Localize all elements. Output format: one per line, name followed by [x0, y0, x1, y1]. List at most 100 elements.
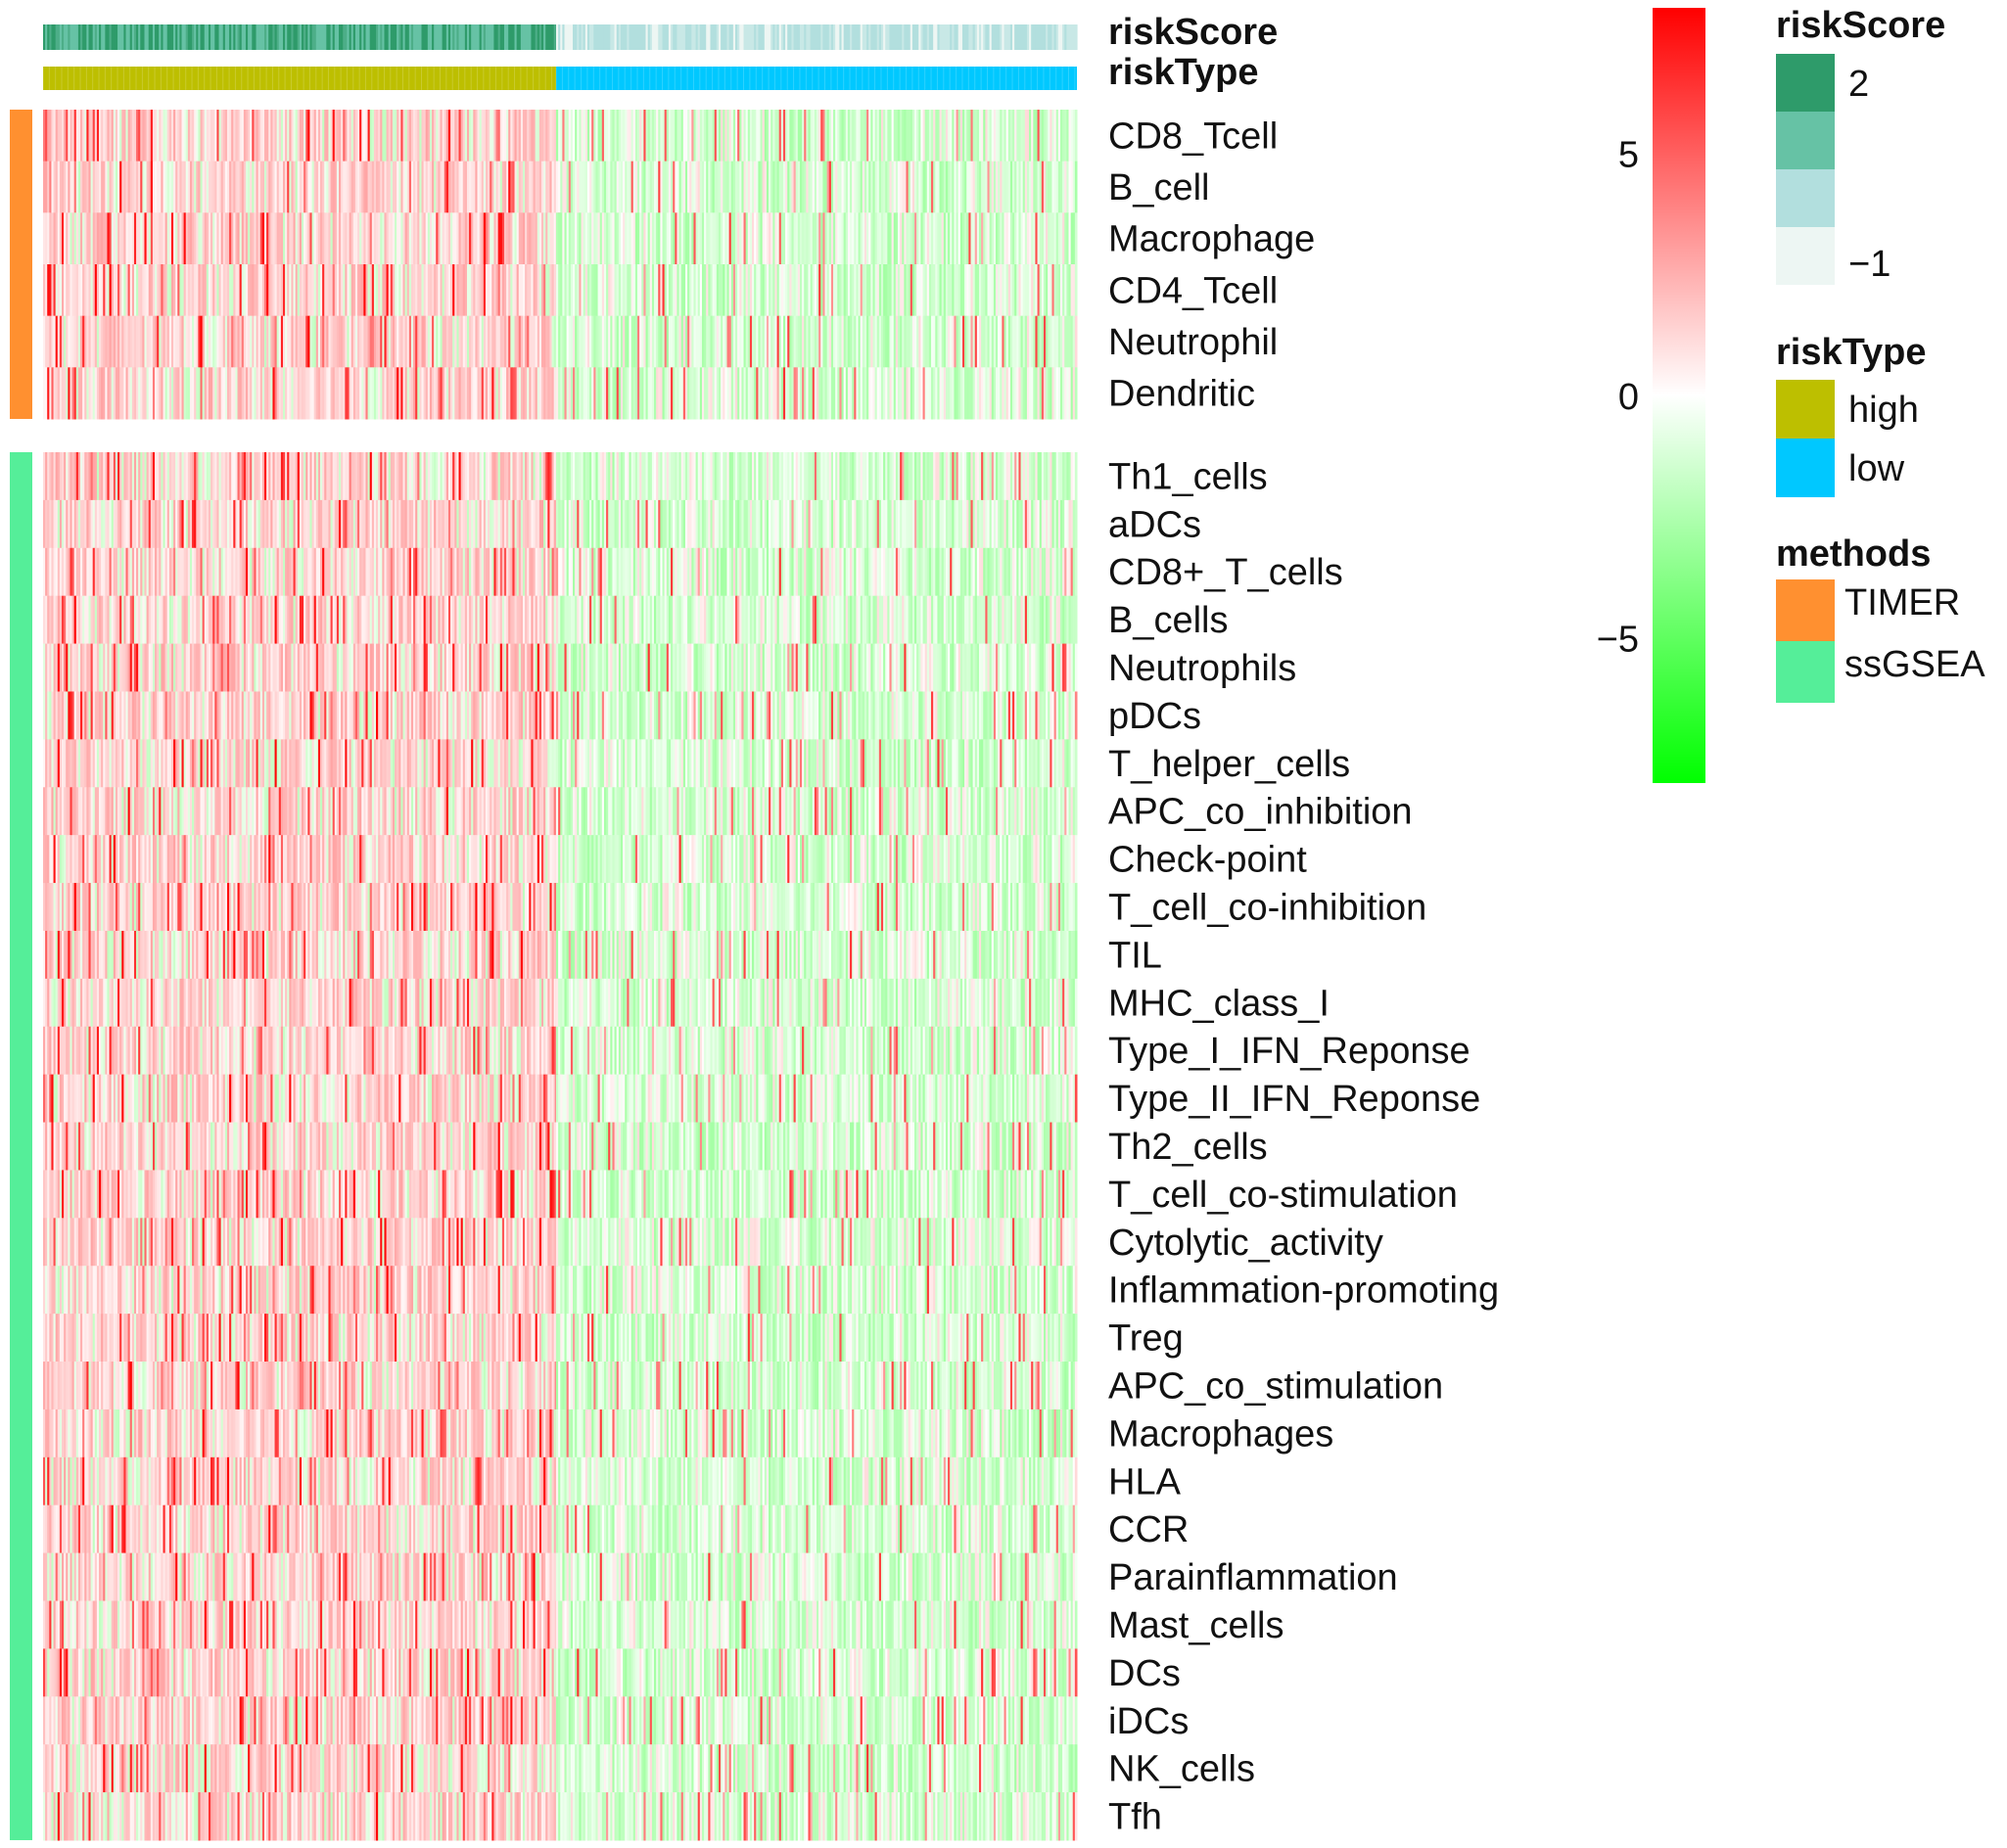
heatmap-cell [1033, 264, 1036, 317]
heatmap-cell [795, 452, 799, 501]
heatmap-cell [235, 547, 239, 597]
heatmap-cell [870, 499, 873, 549]
heatmap-cell [1007, 452, 1011, 501]
heatmap-cell [966, 110, 969, 162]
heatmap-cell [601, 367, 605, 420]
heatmap-cell [1009, 161, 1013, 213]
heatmap-cell [159, 212, 162, 265]
riskscore-cell [315, 24, 319, 50]
heatmap-cell [263, 315, 267, 368]
heatmap-cell [66, 110, 69, 162]
heatmap-cell [440, 547, 443, 597]
heatmap-cell [173, 367, 176, 420]
heatmap-cell [689, 499, 692, 549]
heatmap-cell [499, 212, 503, 265]
heatmap-cell [518, 161, 522, 213]
riskscore-cell [495, 24, 499, 50]
heatmap-cell [488, 547, 490, 597]
heatmap-cell [159, 110, 162, 162]
heatmap-cell [103, 161, 106, 213]
heatmap-cell [531, 212, 535, 265]
heatmap-cell [961, 452, 965, 501]
heatmap-cell [562, 161, 566, 213]
heatmap-cell [332, 315, 336, 368]
heatmap-cell [964, 499, 967, 549]
heatmap-cell [438, 161, 441, 213]
heatmap-cell [252, 547, 255, 597]
heatmap-cell [902, 367, 905, 420]
heatmap-cell [477, 367, 481, 420]
heatmap-cell [837, 315, 840, 368]
heatmap-cell [978, 315, 982, 368]
heatmap-cell [850, 110, 853, 162]
riskscore-cell [976, 24, 980, 50]
heatmap-cell [330, 547, 334, 597]
heatmap-cell [989, 499, 993, 549]
heatmap-cell [501, 452, 505, 501]
heatmap-cell [170, 499, 174, 549]
heatmap-cell [639, 264, 642, 317]
heatmap-cell [941, 367, 945, 420]
heatmap-cell [935, 110, 938, 162]
heatmap-cell [280, 161, 284, 213]
heatmap-cell [961, 264, 965, 317]
heatmap-cell [874, 264, 878, 317]
heatmap-cell [216, 499, 220, 549]
heatmap-cell [918, 212, 921, 265]
heatmap-cell [395, 110, 397, 162]
riskscore-cell [706, 24, 709, 50]
heatmap-cell [266, 212, 269, 265]
heatmap-cell [303, 367, 306, 420]
heatmap-cell [187, 161, 191, 213]
heatmap-cell [142, 547, 145, 597]
heatmap-cell [904, 315, 908, 368]
heatmap-cell [400, 452, 403, 501]
heatmap-cell [1074, 110, 1078, 162]
heatmap-cell [291, 367, 295, 420]
heatmap-cell [295, 212, 299, 265]
heatmap-cell [525, 315, 528, 368]
heatmap-cell [910, 367, 913, 420]
riskscore-cell [1018, 24, 1022, 50]
heatmap-cell [357, 264, 360, 317]
heatmap-cell [721, 212, 723, 265]
heatmap-cell [897, 110, 901, 162]
heatmap-cell [402, 452, 406, 501]
heatmap-cell [359, 499, 362, 549]
heatmap-cell [926, 499, 930, 549]
heatmap-cell [202, 264, 206, 317]
heatmap-cell [1053, 212, 1057, 265]
heatmap-cell [170, 315, 174, 368]
heatmap-cell [501, 212, 505, 265]
heatmap-cell [1055, 161, 1059, 213]
heatmap-cell [263, 212, 267, 265]
heatmap-cell [432, 452, 435, 501]
heatmap-cell [843, 264, 847, 317]
riskscore-cell [129, 24, 133, 50]
heatmap-cell [77, 161, 81, 213]
heatmap-cell [148, 547, 152, 597]
heatmap-cell [928, 161, 932, 213]
heatmap-cell [127, 264, 131, 317]
heatmap-cell [710, 499, 714, 549]
heatmap-cell [902, 110, 905, 162]
heatmap-cell [140, 499, 143, 549]
heatmap-cell [421, 212, 425, 265]
heatmap-cell [589, 452, 592, 501]
heatmap-cell [603, 264, 607, 317]
heatmap-cell [200, 367, 204, 420]
heatmap-cell [491, 315, 494, 368]
heatmap-cell [579, 264, 583, 317]
riskscore-cell [1007, 24, 1011, 50]
heatmap-cell [324, 452, 327, 501]
heatmap-cell [196, 315, 199, 368]
riskscore-cell [131, 24, 135, 50]
heatmap-cell [512, 110, 516, 162]
heatmap-cell [920, 315, 924, 368]
heatmap-cell [950, 264, 953, 317]
heatmap-cell [261, 161, 265, 213]
heatmap-cell [105, 110, 108, 162]
heatmap-cell [159, 452, 162, 501]
heatmap-cell [218, 161, 222, 213]
heatmap-cell [274, 161, 278, 213]
